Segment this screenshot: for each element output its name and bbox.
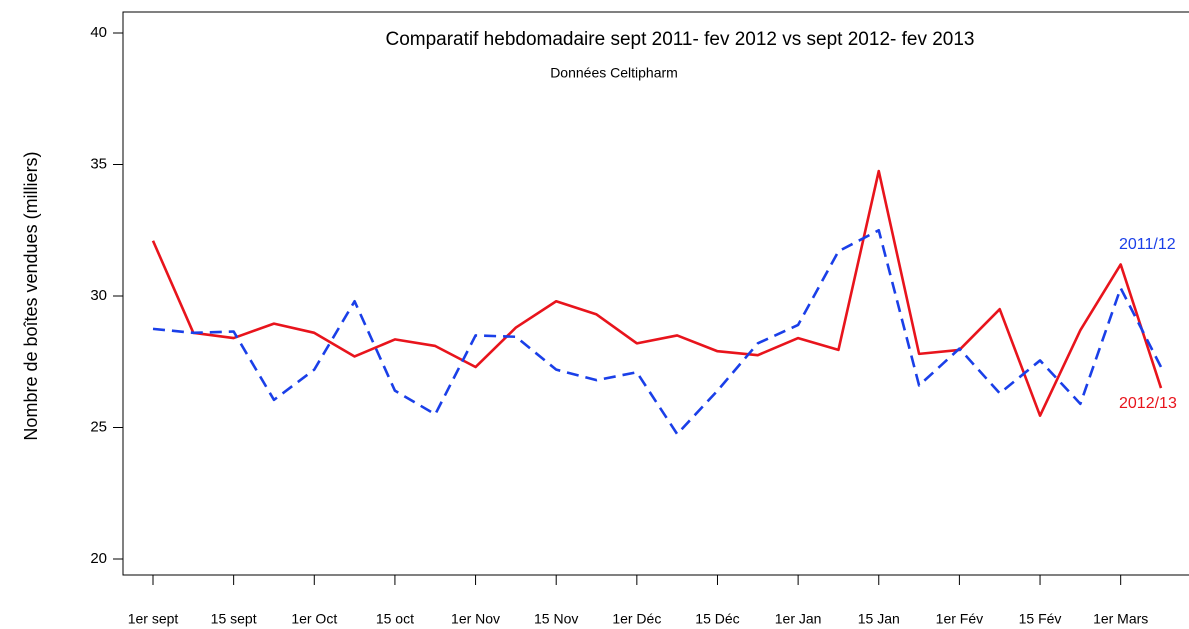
x-tick-label: 1er Déc bbox=[612, 611, 661, 627]
chart-title: Comparatif hebdomadaire sept 2011- fev 2… bbox=[385, 29, 974, 50]
y-tick-label: 35 bbox=[90, 155, 107, 172]
y-axis-label: Nombre de boîtes vendues (milliers) bbox=[21, 151, 41, 440]
y-tick-label: 40 bbox=[90, 24, 107, 41]
x-tick-label: 1er Oct bbox=[291, 611, 337, 627]
y-tick-label: 30 bbox=[90, 287, 107, 304]
x-tick-label: 15 Déc bbox=[695, 611, 739, 627]
x-tick-label: 1er Nov bbox=[451, 611, 500, 627]
y-tick-label: 20 bbox=[90, 550, 107, 567]
x-tick-label: 1er Fév bbox=[936, 611, 983, 627]
x-tick-label: 15 Jan bbox=[858, 611, 900, 627]
x-tick-label: 15 Fév bbox=[1019, 611, 1062, 627]
x-tick-label: 1er Jan bbox=[775, 611, 822, 627]
x-tick-label: 1er sept bbox=[128, 611, 179, 627]
series-label: 2012/13 bbox=[1119, 395, 1177, 412]
x-tick-label: 15 oct bbox=[376, 611, 414, 627]
plot-frame bbox=[122, 11, 1189, 576]
chart-subtitle: Données Celtipharm bbox=[550, 65, 678, 81]
x-tick-label: 15 sept bbox=[211, 611, 257, 627]
series-label: 2011/12 bbox=[1119, 236, 1176, 253]
series-line bbox=[151, 169, 1163, 417]
x-tick-label: 1er Mars bbox=[1093, 611, 1148, 627]
series-line bbox=[152, 228, 1163, 436]
x-tick-label: 15 Nov bbox=[534, 611, 578, 627]
y-tick-label: 25 bbox=[90, 418, 107, 435]
